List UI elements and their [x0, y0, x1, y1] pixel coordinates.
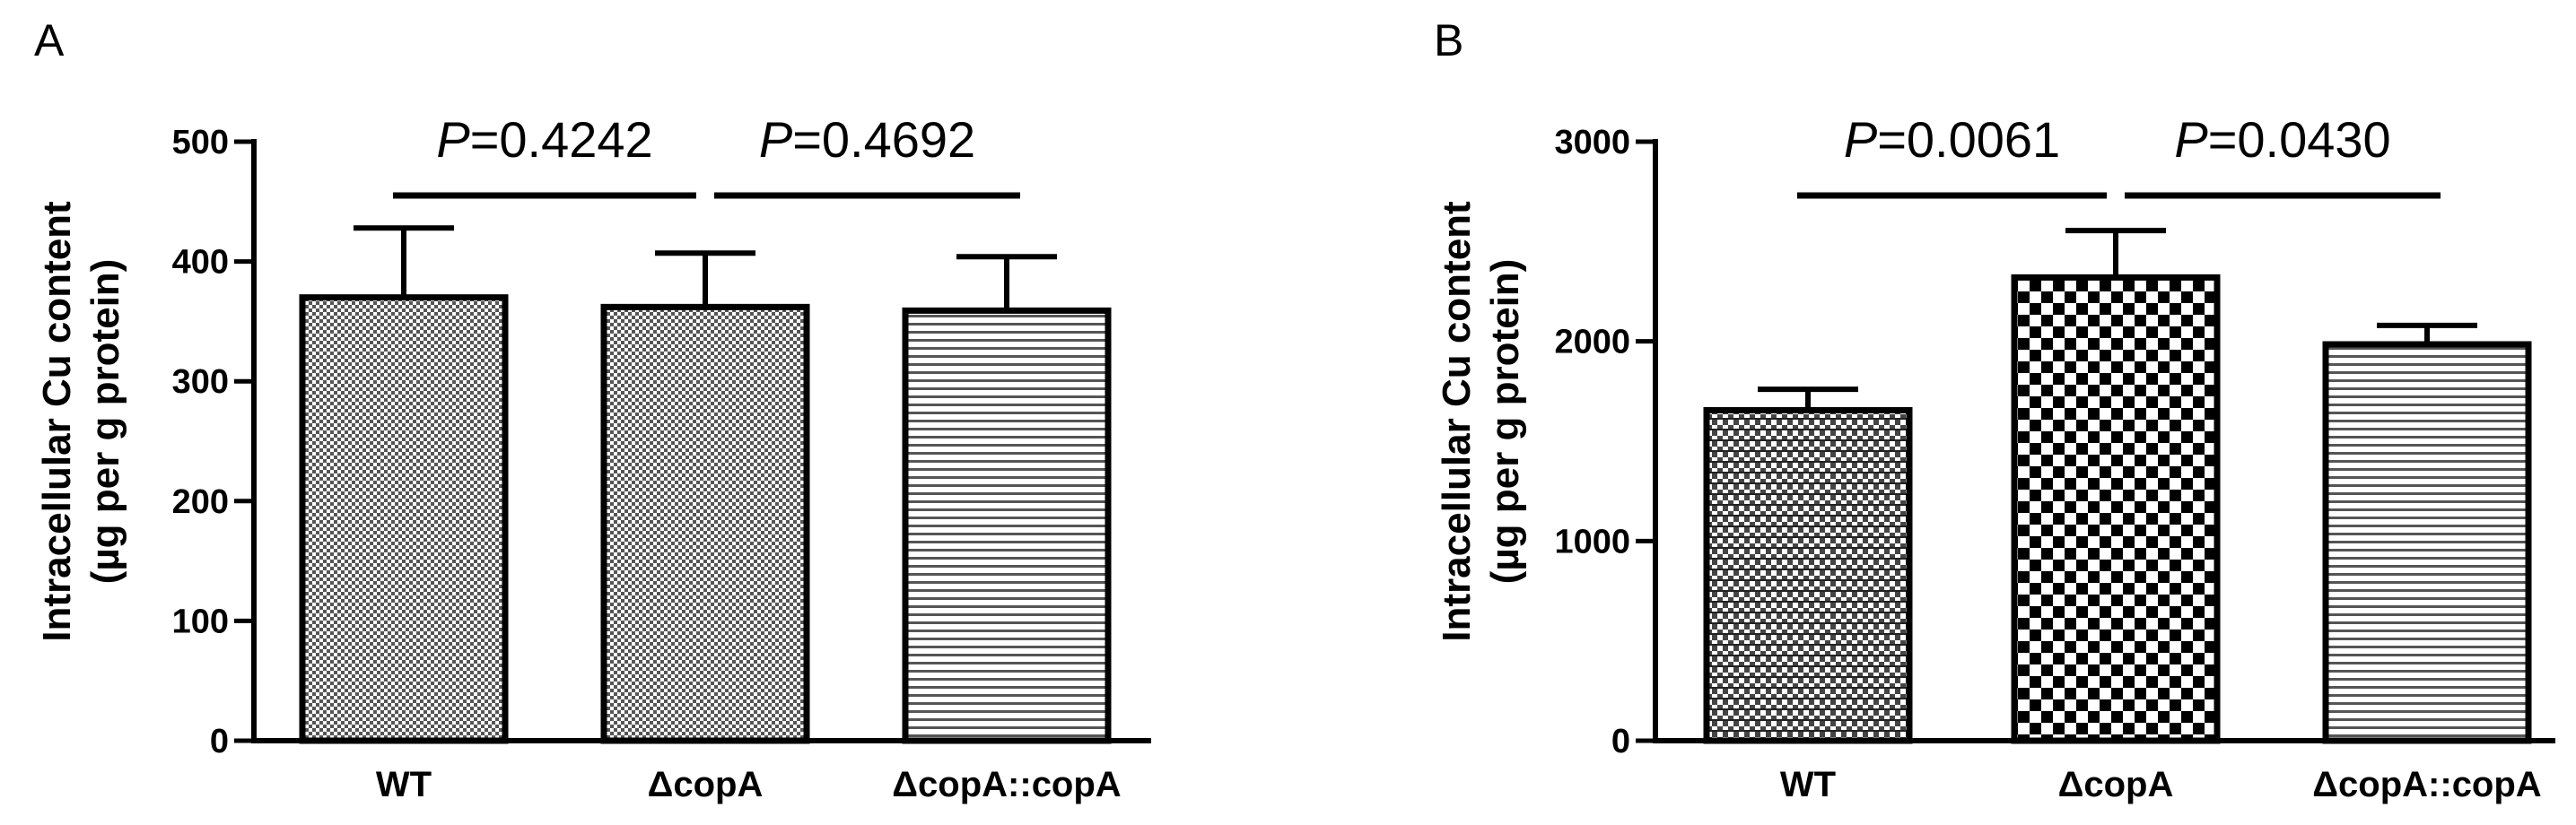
bar-1	[2011, 274, 2221, 744]
p-value-label: P=0.4692	[759, 111, 975, 168]
p-value: =0.4692	[792, 111, 975, 168]
x-tick-label: ΔcopA	[648, 765, 764, 804]
p-symbol: P	[759, 111, 792, 168]
x-tick-label: ΔcopA	[2058, 765, 2174, 804]
x-tick-label: ΔcopA::copA	[892, 765, 1121, 804]
bar-2	[902, 307, 1112, 744]
p-value-label: P=0.0430	[2174, 111, 2390, 168]
y-tick-label: 400	[172, 244, 229, 282]
p-value: =0.0061	[1877, 111, 2060, 168]
bar-1	[600, 303, 810, 744]
y-axis-label-line2: (µg per g protein)	[83, 259, 127, 585]
bar-0	[1703, 406, 1913, 744]
y-tick-label: 0	[1611, 723, 1630, 760]
y-axis-label-line1: Intracellular Cu content	[35, 201, 79, 642]
p-value: =0.4242	[470, 111, 653, 168]
y-tick-label: 200	[172, 483, 229, 521]
y-axis-label-line1: Intracellular Cu content	[1435, 201, 1479, 642]
y-tick-label: 300	[172, 363, 229, 401]
p-value: =0.0430	[2208, 111, 2391, 168]
y-tick-label: 1000	[1554, 523, 1630, 560]
x-tick-label: ΔcopA::copA	[2312, 765, 2541, 804]
p-value-label: P=0.0061	[1844, 111, 2060, 168]
panel-b: B Intracellular Cu content (µg per g pro…	[1434, 15, 2555, 804]
panel-a: A Intracellular Cu content (µg per g pro…	[34, 15, 1151, 804]
p-symbol: P	[436, 111, 469, 168]
x-tick-label: WT	[1780, 765, 1836, 804]
y-axis-label-line2: (µg per g protein)	[1483, 259, 1527, 585]
p-symbol: P	[1844, 111, 1877, 168]
y-tick-label: 500	[172, 124, 229, 161]
y-tick-label: 100	[172, 603, 229, 640]
panel-letter: B	[1434, 15, 1463, 65]
bar-0	[299, 294, 509, 744]
y-tick-label: 3000	[1554, 124, 1630, 161]
x-tick-label: WT	[376, 765, 432, 804]
p-value-label: P=0.4242	[436, 111, 652, 168]
y-tick-label: 2000	[1554, 324, 1630, 361]
bar-2	[2322, 341, 2532, 744]
p-symbol: P	[2174, 111, 2207, 168]
panel-letter: A	[34, 15, 65, 65]
y-tick-label: 0	[210, 723, 229, 760]
